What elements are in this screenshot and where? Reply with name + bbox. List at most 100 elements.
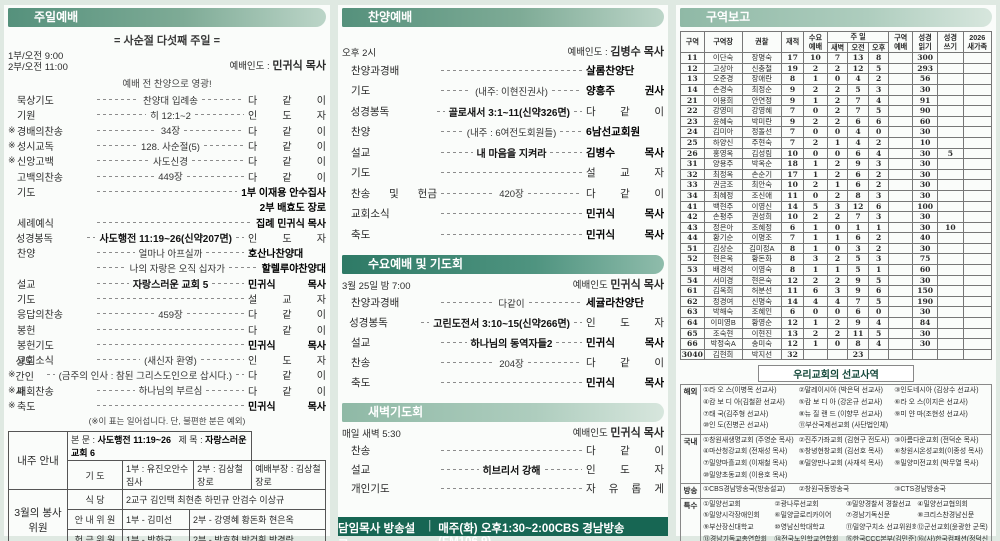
district-stat: 2 xyxy=(803,211,828,223)
district-leader-name: 정경여 xyxy=(703,295,743,308)
district-stat: 9 xyxy=(781,94,805,107)
district-stat: 4 xyxy=(867,147,890,160)
district-stat: 9 xyxy=(781,83,805,96)
scripture-value: 사도행전 11:19~26 xyxy=(97,435,171,446)
district-kwonchal-name: 현은숙 xyxy=(741,274,783,287)
district-stat xyxy=(962,285,993,297)
dotted-leader xyxy=(97,389,135,391)
district-stat: 6 xyxy=(867,200,890,213)
district-leader-name: 고상아 xyxy=(703,62,743,75)
district-id: 41 xyxy=(680,200,705,213)
district-stat: 30 xyxy=(912,179,939,191)
dotted-leader xyxy=(527,362,582,363)
lent-subtitle: = 사순절 다섯째 주일 = xyxy=(113,35,221,47)
standing-asterisk: ※ xyxy=(8,369,16,380)
district-stat xyxy=(962,158,993,170)
service-line: ※ 폐회찬송 하나님의 부르심 다 같 이 xyxy=(8,383,326,398)
district-stat xyxy=(888,179,914,191)
district-stat: 3 xyxy=(867,83,890,96)
district-stat: 7 xyxy=(781,105,805,117)
dotted-leader xyxy=(421,322,430,323)
district-stat: 1 xyxy=(803,158,828,170)
district-stat: 9 xyxy=(847,285,869,297)
dotted-leader xyxy=(236,374,244,376)
dotted-leader xyxy=(441,342,467,343)
district-stat: 5 xyxy=(867,295,890,308)
district-stat: 9 xyxy=(847,274,869,287)
dotted-leader xyxy=(97,313,155,315)
service-item-content: 449장 xyxy=(158,172,183,184)
district-stat: 8 xyxy=(781,253,805,266)
district-stat xyxy=(888,306,914,319)
service-item-content: 다같이 xyxy=(498,298,525,310)
district-stat: 10 xyxy=(937,221,964,234)
service-line: 찬양과경배 다같이 세귤라찬양단 xyxy=(342,293,664,313)
service-line: 봉헌기도 민귀식 목사 xyxy=(8,337,326,352)
mission-item: ②진주가좌교회 (김현구 전도사) xyxy=(798,436,890,444)
district-stat: 6 xyxy=(847,306,869,319)
district-stat xyxy=(962,73,993,85)
service-item-performer: 다 같 이 xyxy=(248,142,326,154)
district-leader-name: 박정숙A xyxy=(703,338,743,350)
district-leader-name: 양용주 xyxy=(703,158,743,170)
district-id: 26 xyxy=(680,147,705,160)
mission-item: ③아름다운교회 (전덕순 목사) xyxy=(894,436,979,444)
district-stat: 7 xyxy=(781,126,805,138)
dotted-leader xyxy=(97,282,129,284)
service-item-label: 성도간인사 xyxy=(15,356,34,398)
wednesday-service-info: 3월 25일 밤 7:00 예배인도 민귀식 목사 xyxy=(342,276,664,292)
district-stat xyxy=(962,105,993,117)
mission-item: ⑩밀양초동교회 (이용호 목사) xyxy=(703,471,788,479)
scripture-label: 본 문 : xyxy=(71,435,96,446)
dotted-leader xyxy=(87,236,96,238)
district-stat xyxy=(937,62,964,75)
district-stat: 30 xyxy=(912,83,939,96)
service-item-content: (내주 : 6여전도회원들) xyxy=(466,127,557,139)
service-item-performer: 다 같 이 xyxy=(248,310,326,322)
service-item-label: 찬양 xyxy=(351,126,371,139)
service-item-label: 설교 xyxy=(351,463,371,476)
district-kwonchal-name: 조신애 xyxy=(741,189,783,202)
dotted-leader xyxy=(574,110,582,112)
dotted-leader xyxy=(212,282,244,284)
district-id: 21 xyxy=(680,94,705,107)
district-stat: 4 xyxy=(867,317,890,329)
district-stat xyxy=(937,253,964,266)
service-item-performer: 설 교 자 xyxy=(248,295,326,306)
district-stat: 5 xyxy=(847,83,869,96)
mission-item: ③CTS경남방송국 xyxy=(894,486,946,494)
district-stat: 3 xyxy=(803,253,828,266)
district-row: 51 김상순 김미정A 8 1 0 3 2 30 xyxy=(680,242,993,255)
district-stat: 2 xyxy=(826,274,849,287)
pre-worship-note: 예배 전 찬양으로 영광! xyxy=(122,79,212,90)
dotted-leader xyxy=(441,302,495,303)
mission-group-items: ①라 오 스(이병목 선교사) ②말레이시아 (박은덕 선교사) ③인도네시아 (김… xyxy=(700,384,992,435)
district-stat xyxy=(888,348,914,361)
district-stat: 40 xyxy=(912,232,939,244)
district-stat xyxy=(937,348,964,361)
district-stat: 1 xyxy=(803,242,828,255)
district-stat: 12 xyxy=(781,317,805,329)
mission-group-label: 국내 xyxy=(680,433,701,485)
district-stat xyxy=(937,295,964,308)
district-stat xyxy=(826,348,849,361)
district-stat xyxy=(937,211,964,223)
district-stat: 6 xyxy=(847,147,869,160)
prayer-label: 기 도 xyxy=(67,460,123,491)
mission-item: ⑤캄 보 디 아 (강온규 선교사) xyxy=(798,399,883,406)
mission-group-row: 국내 ①창원새생명교회 (주영순 목사) ②진주가좌교회 (김현구 전도사) ③아름다… xyxy=(680,433,992,485)
district-stat: 5 xyxy=(803,200,828,213)
district-stat: 30 xyxy=(912,211,939,223)
district-kwonchal-name: 손순기 xyxy=(741,168,783,181)
district-stat xyxy=(962,115,993,128)
dotted-leader xyxy=(441,468,479,470)
dotted-leader xyxy=(97,114,147,116)
ushers-label: 안 내 위 원 xyxy=(67,509,123,531)
district-id: 44 xyxy=(680,232,705,244)
leader-name: 민귀식 목사 xyxy=(610,426,664,439)
district-stat xyxy=(937,232,964,244)
dawn-leader: 예배인도 민귀식 목사 xyxy=(573,424,664,440)
district-stat: 0 xyxy=(803,306,828,319)
service-item-label: 교회소식 xyxy=(351,208,390,221)
district-stat xyxy=(888,147,914,160)
